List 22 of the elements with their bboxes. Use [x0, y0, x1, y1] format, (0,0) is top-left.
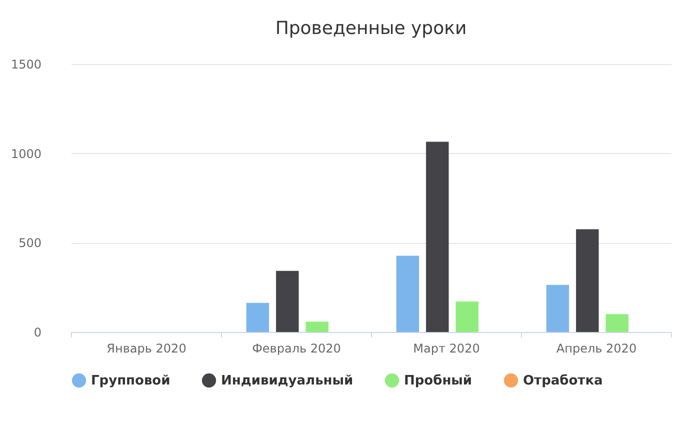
- x-tick-label: Март 2020: [413, 342, 480, 356]
- bar: [456, 301, 478, 332]
- chart-title: Проведенные уроки: [275, 18, 467, 39]
- y-tick-label: 1000: [10, 146, 42, 161]
- y-tick-label: 0: [34, 326, 42, 340]
- bar: [396, 256, 420, 332]
- x-tick-label: Апрель 2020: [556, 342, 637, 356]
- bar: [546, 284, 570, 332]
- x-tick-label: Февраль 2020: [252, 342, 341, 356]
- y-tick-label: 1500: [10, 58, 42, 72]
- bar: [276, 270, 299, 332]
- legend-label: Отработка: [523, 373, 603, 388]
- bar: [576, 229, 599, 332]
- legend-label: Пробный: [404, 373, 472, 388]
- legend-label: Индивидуальный: [221, 373, 354, 388]
- y-tick-label: 500: [18, 236, 42, 250]
- bar: [246, 302, 270, 332]
- bar: [306, 322, 328, 332]
- bar: [606, 314, 628, 332]
- x-tick-label: Январь 2020: [106, 342, 186, 356]
- bar: [426, 142, 449, 332]
- legend-label: Групповой: [91, 373, 170, 388]
